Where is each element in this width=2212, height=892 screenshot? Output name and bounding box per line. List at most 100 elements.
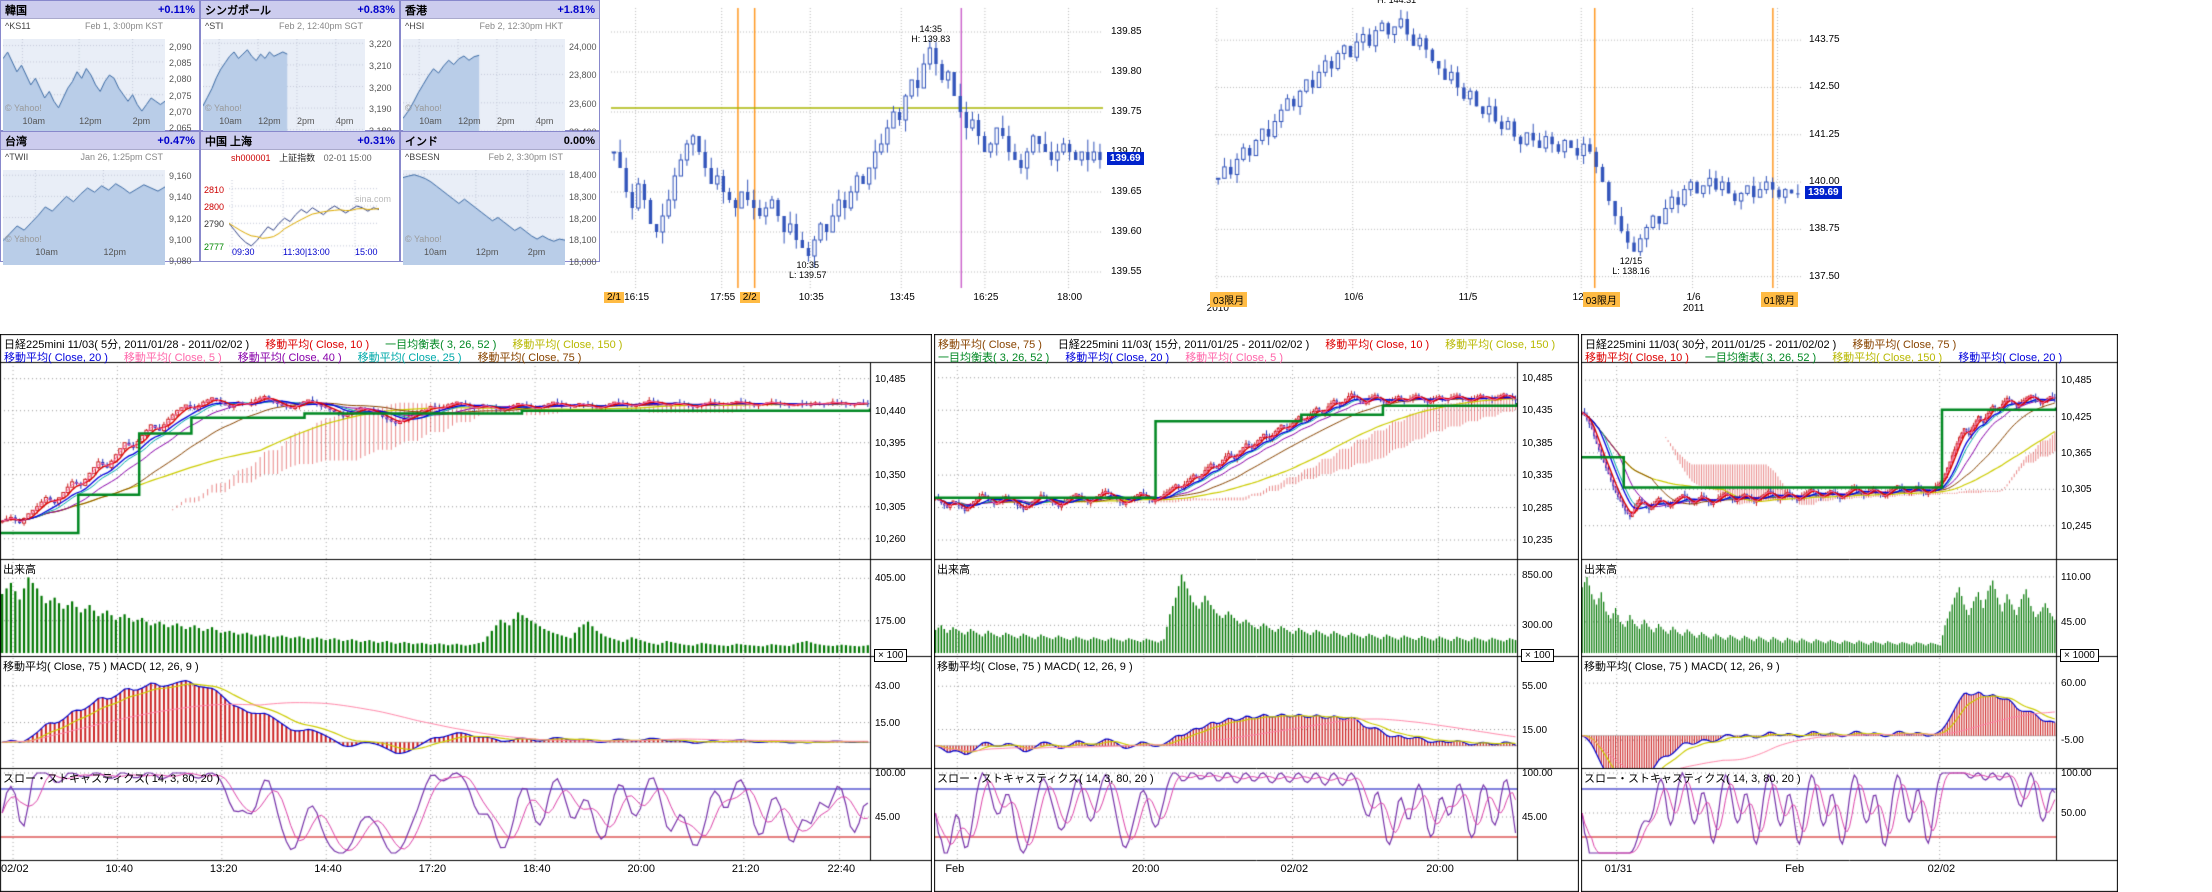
low-annotation: 12/15 L: 138.16	[1612, 255, 1650, 276]
y-tick-label: 3,200	[369, 82, 392, 93]
indicator-label: 一目均衡表( 3, 26, 52 )	[1704, 352, 1817, 364]
x-tick-label: 4pm	[535, 116, 554, 126]
mini-chart-plot: ^KS11 Feb 1, 3:00pm KST © Yahoo! 2,090 2,…	[1, 19, 199, 134]
mini-chart-hongkong[interactable]: 香港 +1.81% ^HSI Feb 2, 12:30pm HKT © Yaho…	[400, 0, 600, 137]
indicator-label: 移動平均( Close, 75 )	[477, 352, 582, 364]
x-tick-label: 12pm	[258, 116, 281, 126]
x-tick-label: 12/6	[1567, 292, 1597, 303]
mini-chart-korea[interactable]: 韓国 +0.11% ^KS11 Feb 1, 3:00pm KST © Yaho…	[0, 0, 200, 134]
x-tick-label: 13:45	[889, 292, 915, 303]
indicator-label: 日経225mini 11/03( 15分, 2011/01/25 - 2011/…	[1057, 339, 1310, 351]
mini-chart-india[interactable]: インド 0.00% ^BSESN Feb 2, 3:30pm IST © Yah…	[400, 131, 600, 267]
x-tick-label: 12pm	[79, 116, 102, 126]
stoch-tick-label: 100.00	[875, 768, 906, 779]
mini-chart-china-shanghai[interactable]: 中国 上海 +0.31% sh000001 上証指数 02-01 15:00 s…	[200, 131, 400, 262]
y-tick-label: 138.75	[1809, 223, 1840, 235]
x-tick-label: 2pm	[296, 116, 315, 126]
mini-chart-taiwan[interactable]: 台湾 +0.47% ^TWII Jan 26, 1:25pm CST © Yah…	[0, 131, 200, 266]
y-tick-label: 23,800	[569, 70, 597, 81]
y-tick-label: 3,220	[369, 39, 392, 50]
x-tick-label: 10am	[219, 116, 242, 126]
high-annotation: 14:35 H: 139.83	[911, 24, 951, 44]
x-tick-label: 20:00	[1426, 863, 1454, 875]
x-tick-label: 21:20	[731, 863, 760, 875]
macd-tick-label: 15.00	[875, 717, 901, 729]
x-tick-label: 17:20	[418, 863, 447, 875]
macd-section-label: 移動平均( Close, 75 ) MACD( 12, 26, 9 )	[1584, 661, 1780, 673]
x-tick-label: 22:40	[827, 863, 856, 875]
x-tick-label: 12pm	[458, 116, 481, 126]
y-tick-label: 24,000	[569, 42, 597, 53]
indicator-label: 移動平均( Close, 10 )	[265, 339, 370, 351]
y-tick-label: 2,080	[169, 74, 192, 85]
market-change: +0.83%	[357, 3, 395, 16]
x-tick-label: Feb	[1785, 863, 1805, 875]
market-change: +0.31%	[357, 134, 395, 147]
volume-tick-label: 110.00	[2061, 571, 2091, 583]
volume-unit-box: × 100	[1521, 649, 1555, 662]
x-tick-label: 16:25	[973, 292, 999, 303]
last-price-badge: 139.69	[1805, 185, 1842, 199]
symbol-label: ^KS11	[5, 21, 31, 31]
volume-section-label: 出来高	[1584, 564, 1617, 576]
x-tick-label: 20:00	[627, 863, 655, 875]
y-tick-label: 139.60	[1111, 226, 1142, 237]
y-tick-label: 2810	[204, 184, 225, 195]
indicator-label: 一目均衡表( 3, 26, 52 )	[938, 352, 1050, 364]
timestamp-label: 02-01 15:00	[323, 153, 372, 163]
panel-header-row2: 移動平均( Close, 20 ) 移動平均( Close, 5 ) 移動平均( C…	[4, 348, 597, 366]
panel-axis-labels: 10,485 10,425 10,365 10,305 10,245 110.00 45.0…	[1581, 334, 2118, 892]
y-tick-label: 9,080	[169, 255, 192, 266]
y-tick-label: 3,210	[369, 60, 392, 71]
volume-tick-label: 45.00	[2061, 616, 2087, 628]
timestamp-label: Feb 2, 3:30pm IST	[488, 152, 563, 162]
y-tick-label: 140.00	[1809, 176, 1840, 188]
y-tick-label: 2,085	[169, 57, 192, 68]
y-tick-label: 23,600	[569, 98, 597, 109]
volume-tick-label: 175.00	[875, 615, 906, 627]
x-tick-label: 13:20	[209, 863, 238, 875]
market-name: インド	[405, 135, 438, 148]
x-tick-label: 1/6 2011	[1682, 292, 1705, 314]
x-tick-label: 10am	[419, 116, 442, 126]
symbol-label: ^HSI	[405, 21, 425, 31]
panel-header-row2: 一目均衡表( 3, 26, 52 ) 移動平均( Close, 20 ) 移動平均(…	[938, 348, 1299, 366]
volume-section-label: 出来高	[3, 564, 36, 576]
y-tick-label: 141.25	[1809, 128, 1840, 140]
last-price-badge: 139.69	[1107, 152, 1144, 165]
macd-section-label: 移動平均( Close, 75 ) MACD( 12, 26, 9 )	[3, 661, 199, 673]
mini-chart-singapore[interactable]: シンガポール +0.83% ^STI Feb 2, 12:40pm SGT © …	[200, 0, 400, 136]
indicator-label: 移動平均( Close, 25 )	[357, 352, 462, 364]
price-tick-label: 10,305	[2061, 484, 2092, 496]
price-tick-label: 10,485	[875, 373, 906, 385]
x-tick-label: 14:40	[314, 863, 342, 875]
indicator-label: 移動平均( Close, 5 )	[123, 352, 222, 364]
x-tick-label: Feb	[945, 863, 965, 875]
market-name: 中国 上海	[205, 135, 253, 148]
y-tick-label: 3,190	[369, 104, 392, 115]
panel-canvas	[0, 334, 932, 892]
contract-month-label: 03限月	[1582, 292, 1620, 307]
y-tick-label: 2777	[204, 241, 225, 252]
session-date-label: 2/1	[603, 292, 624, 303]
indicator-label: 日経225mini 11/03( 5分, 2011/01/28 - 2011/0…	[4, 339, 250, 351]
contract-month-label: 03限月	[1210, 292, 1248, 307]
x-tick-label: 2pm	[527, 247, 546, 257]
mini-chart-canvas	[403, 39, 565, 134]
mini-chart-plot: ^STI Feb 2, 12:40pm SGT © Yahoo! 3,220 3,…	[201, 19, 399, 136]
panel-header-row2: 移動平均( Close, 10 ) 一目均衡表( 3, 26, 52 ) 移動平均(…	[1585, 348, 2078, 366]
indicator-label: 移動平均( Close, 5 )	[1185, 352, 1283, 364]
x-tick-label: 15:00	[355, 247, 378, 257]
y-tick-label: 2,090	[169, 41, 192, 52]
x-tick-label: 18:00	[1057, 292, 1083, 303]
mini-chart-header: 韓国 +0.11%	[1, 1, 199, 19]
price-tick-label: 10,440	[875, 405, 906, 417]
yahoo-watermark: © Yahoo!	[405, 234, 442, 244]
x-tick-label: 10am	[424, 247, 447, 257]
y-tick-label: 139.65	[1111, 186, 1142, 197]
fx-daily-labels: 143.75142.50141.25140.00138.75137.509/1 …	[1207, 0, 1853, 318]
volume-tick-label: 850.00	[1522, 569, 1553, 581]
market-change: 0.00%	[563, 134, 595, 147]
x-tick-label: 11/5	[1458, 292, 1478, 303]
